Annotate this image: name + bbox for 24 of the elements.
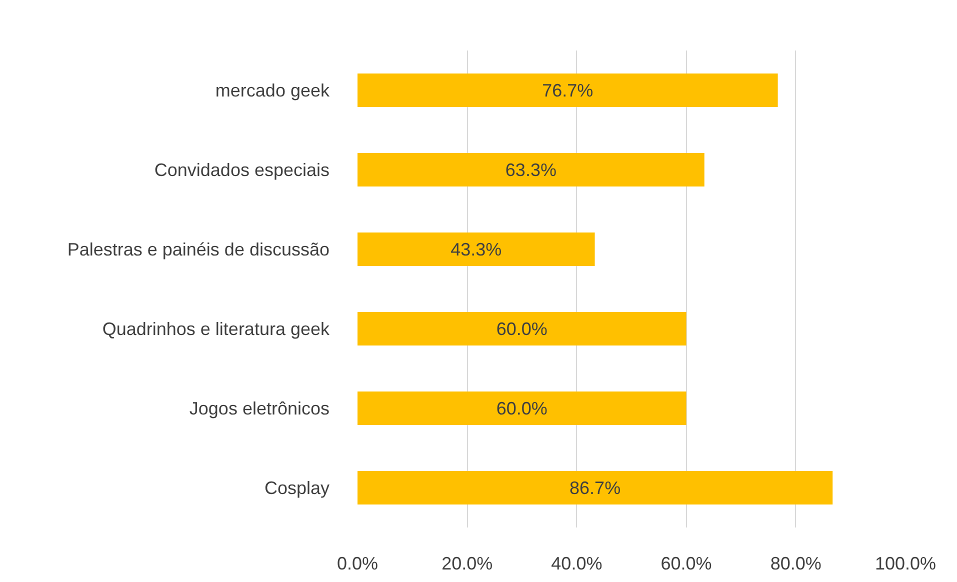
x-tick-label: 0.0%	[336, 554, 378, 574]
y-tick-label: Palestras e painéis de discussão	[67, 239, 330, 260]
data-label: 43.3%	[450, 239, 502, 260]
y-tick-label: Quadrinhos e literatura geek	[102, 318, 330, 339]
data-label: 60.0%	[496, 398, 548, 418]
bar	[358, 312, 686, 346]
x-tick-label: 80.0%	[770, 554, 822, 574]
bar	[358, 471, 833, 504]
x-tick-label: 60.0%	[660, 554, 712, 574]
data-label: 76.7%	[542, 80, 594, 100]
data-label: 60.0%	[496, 318, 548, 339]
x-tick-label: 20.0%	[442, 554, 493, 574]
x-tick-label: 40.0%	[551, 554, 602, 574]
y-tick-label: Convidados especiais	[154, 160, 330, 180]
bar	[358, 153, 704, 186]
bar	[358, 392, 686, 425]
bar	[358, 232, 595, 266]
data-label: 63.3%	[505, 160, 556, 180]
y-tick-label: Jogos eletrônicos	[189, 398, 330, 418]
data-label: 86.7%	[570, 478, 621, 498]
y-tick-label: mercado geek	[215, 80, 330, 100]
bar	[358, 74, 778, 107]
x-tick-label: 100.0%	[874, 554, 936, 574]
y-tick-label: Cosplay	[264, 478, 330, 498]
